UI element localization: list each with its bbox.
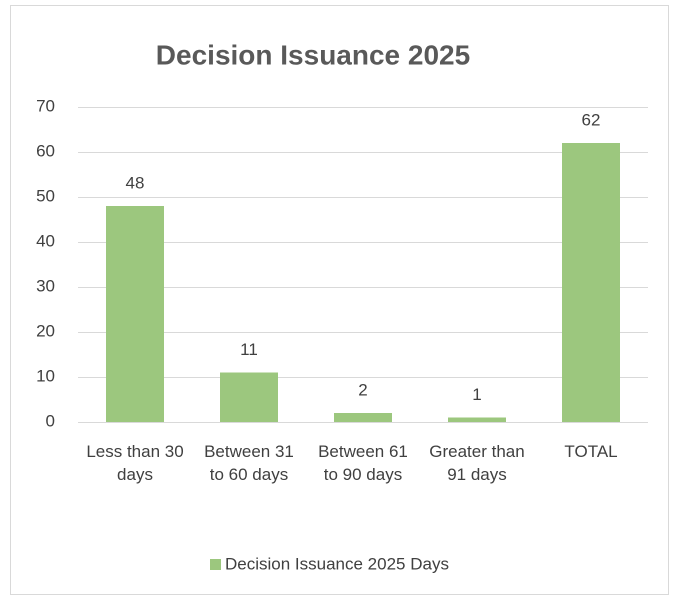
legend-label: Decision Issuance 2025 Days [225,554,449,573]
data-label: 62 [582,110,601,129]
data-label: 1 [472,385,481,404]
chart-title: Decision Issuance 2025 [156,39,470,70]
bar [334,413,392,422]
y-tick-label: 20 [36,321,55,340]
bar [448,417,506,422]
y-tick-label: 0 [46,411,55,430]
x-tick-label: Between 61 to 90 days [318,442,408,484]
data-label: 48 [126,173,145,192]
y-tick-label: 70 [36,96,55,115]
bar [220,372,278,422]
data-label: 2 [358,380,367,399]
x-tick-label: TOTAL [564,442,618,461]
bar [106,206,164,422]
bar [562,143,620,422]
y-tick-label: 30 [36,276,55,295]
y-tick-label: 60 [36,141,55,160]
y-tick-label: 10 [36,366,55,385]
x-tick-label: Between 31 to 60 days [204,442,294,484]
y-tick-label: 50 [36,186,55,205]
legend-swatch [210,559,221,570]
x-tick-label: Less than 30 days [86,442,184,484]
data-label: 11 [240,340,258,359]
y-tick-label: 40 [36,231,55,250]
x-tick-label: Greater than 91 days [429,442,525,484]
